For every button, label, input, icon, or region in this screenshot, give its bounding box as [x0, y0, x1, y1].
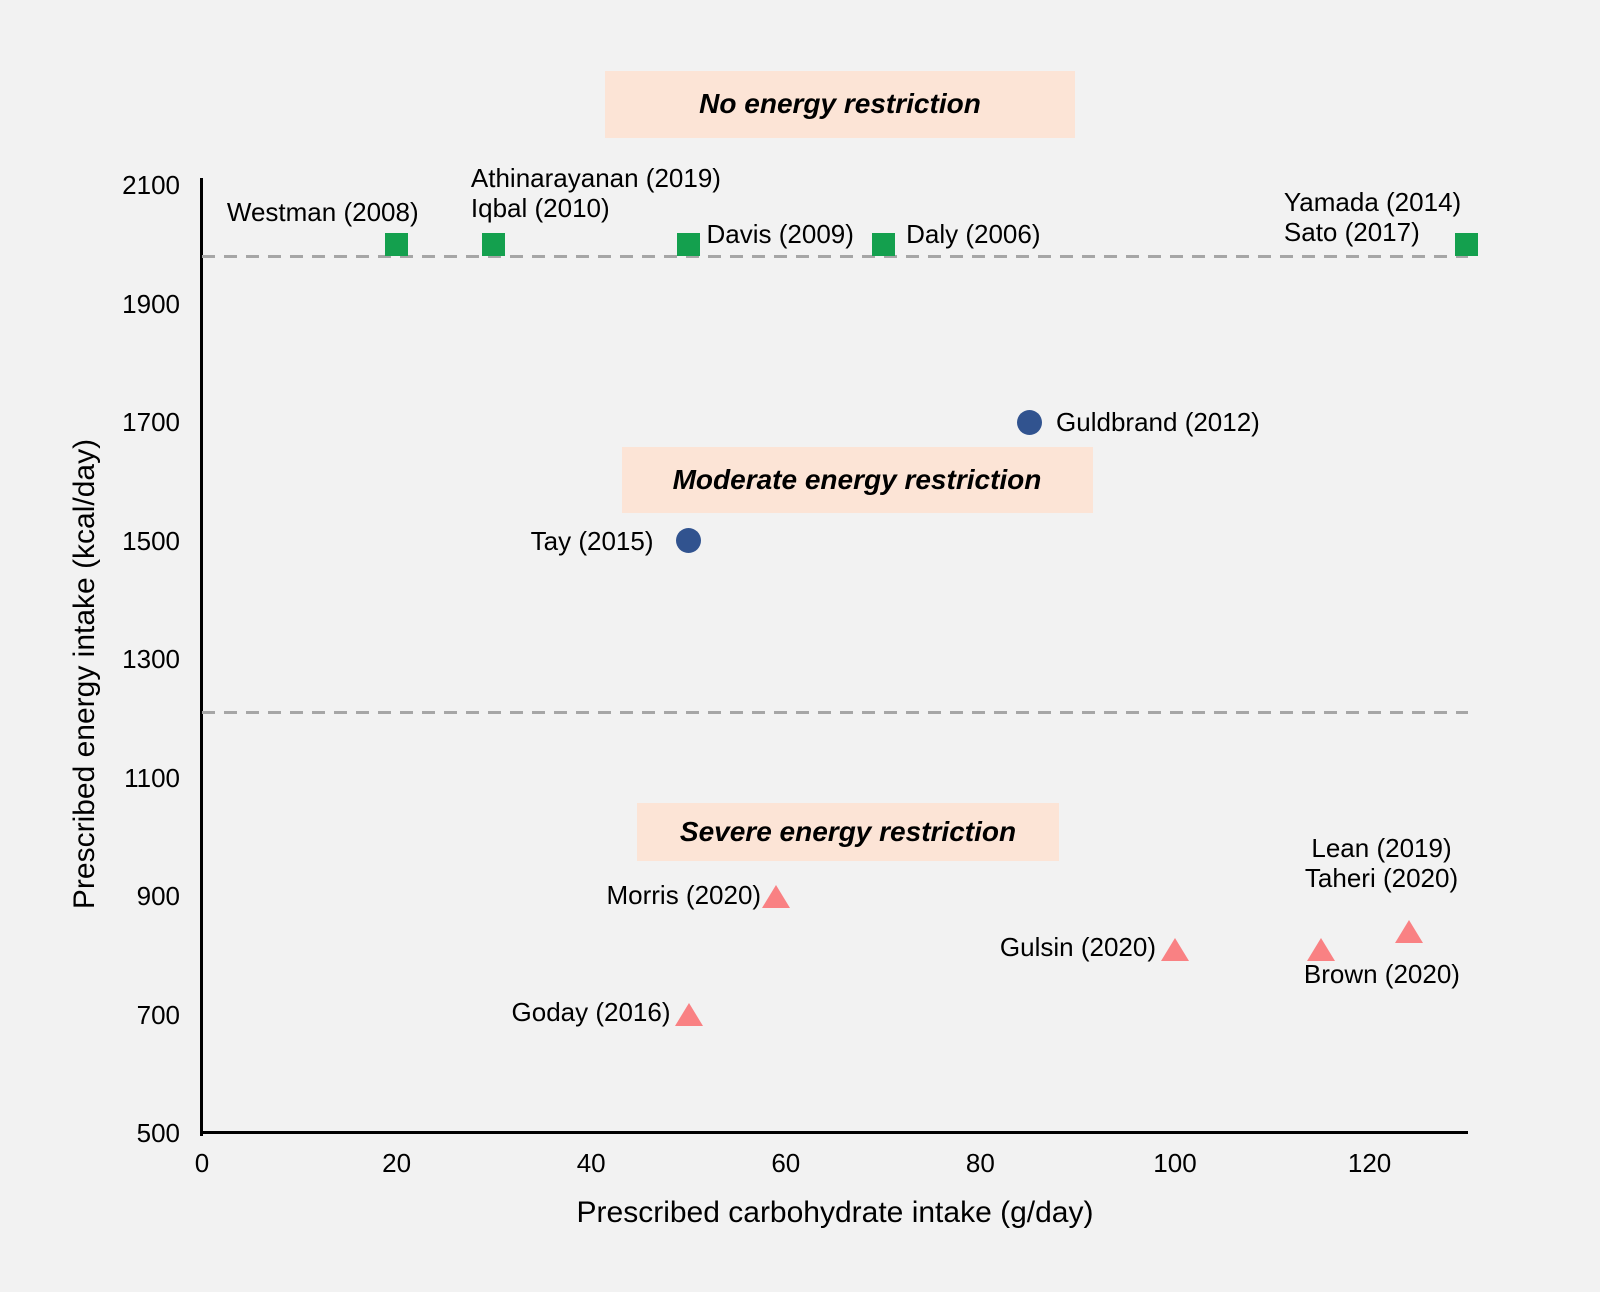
point-square-athinarayanan_iqbal: [482, 232, 506, 256]
label-line: Brown (2020): [1303, 959, 1460, 990]
label-davis: Davis (2009): [707, 219, 854, 249]
label-yamada_sato: Yamada (2014) Sato (2017): [1284, 187, 1461, 247]
y-tick-label: 1100: [124, 762, 180, 793]
y-tick-label: 2100: [122, 170, 180, 200]
y-tick-label: 500: [136, 1118, 180, 1148]
y-axis-line: [200, 178, 203, 1136]
x-tick-label: 60: [771, 1148, 801, 1178]
y-tick-label: 1700: [122, 407, 180, 437]
label-daly: Daly (2006): [906, 219, 1040, 249]
label-line: Goday (2016): [511, 996, 671, 1027]
x-tick-label: 0: [194, 1148, 210, 1178]
label-gulsin: Gulsin (2020): [1000, 932, 1156, 962]
x-tick-label: 40: [576, 1148, 606, 1178]
point-triangle-lean_taheri: [1394, 920, 1423, 944]
label-line: Gulsin (2020): [999, 932, 1156, 963]
label-westman: Westman (2008): [227, 197, 419, 227]
label-athinarayanan_iqbal: Athinarayanan (2019) Iqbal (2010): [471, 163, 721, 223]
x-tick-label: 80: [965, 1148, 995, 1178]
label-tay: Tay (2015): [531, 526, 654, 556]
point-circle-guldbrand: [1016, 409, 1042, 435]
label-lean_taheri: Lean (2019) Taheri (2020): [1132, 833, 1600, 893]
x-axis-title: Prescribed carbohydrate intake (g/day): [576, 1196, 1094, 1229]
label-line: Lean (2019): [1311, 832, 1452, 863]
label-line: Taheri (2020): [1304, 862, 1459, 893]
annotation-box-moderate-energy-restriction: Moderate energy restriction: [621, 447, 1093, 513]
point-triangle-goday: [674, 1003, 703, 1026]
y-tick-label: 1300: [122, 644, 180, 674]
x-axis-line: [200, 1131, 1468, 1134]
label-line: Morris (2020): [606, 880, 762, 910]
label-morris: Morris (2020): [606, 880, 761, 910]
point-square-davis: [677, 232, 700, 256]
label-line: Sato (2017): [1283, 217, 1420, 248]
dashed-reference-line-1: [202, 254, 1468, 258]
point-triangle-morris: [762, 884, 791, 908]
label-line: Iqbal (2010): [470, 193, 610, 224]
y-tick-label: 1500: [122, 525, 180, 556]
annotation-box-severe-energy-restriction: Severe energy restriction: [637, 803, 1059, 861]
point-triangle-brown: [1306, 937, 1335, 961]
x-tick-label: 20: [382, 1148, 412, 1178]
label-brown: Brown (2020): [1132, 959, 1600, 989]
label-line: Tay (2015): [530, 525, 654, 556]
annotation-box-no-energy-restriction: No energy restriction: [605, 70, 1075, 138]
y-tick-label: 1900: [122, 288, 180, 319]
y-tick-label: 900: [136, 881, 180, 911]
label-line: Guldbrand (2012): [1056, 407, 1260, 437]
y-tick-label: 700: [136, 999, 180, 1030]
point-square-westman: [385, 232, 409, 256]
label-guldbrand: Guldbrand (2012): [1056, 407, 1260, 437]
label-line: Westman (2008): [226, 197, 419, 228]
point-square-daly: [871, 232, 895, 256]
label-line: Athinarayanan (2019): [470, 163, 721, 194]
label-goday: Goday (2016): [512, 997, 671, 1027]
dashed-reference-line-2: [202, 710, 1468, 714]
x-tick-label: 100: [1153, 1148, 1197, 1178]
x-tick-label: 120: [1347, 1148, 1392, 1178]
label-line: Daly (2006): [906, 219, 1041, 250]
point-triangle-gulsin: [1161, 937, 1189, 961]
point-circle-tay: [676, 528, 701, 553]
label-line: Yamada (2014): [1283, 187, 1462, 218]
point-square-yamada_sato: [1455, 232, 1479, 256]
label-line: Davis (2009): [706, 219, 854, 250]
